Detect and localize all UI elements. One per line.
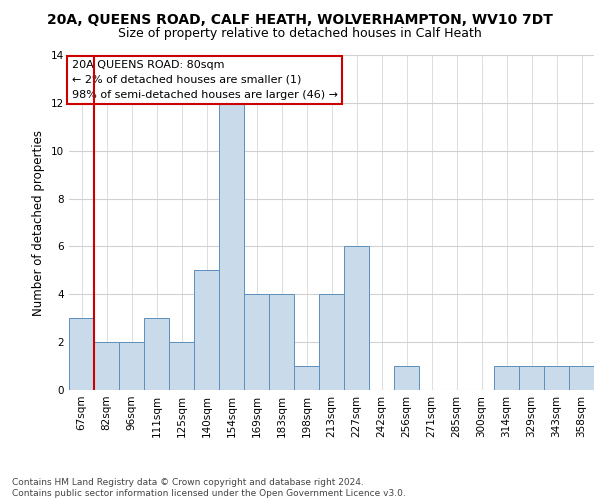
Bar [519,366,544,390]
Bar [494,366,519,390]
Text: 20A, QUEENS ROAD, CALF HEATH, WOLVERHAMPTON, WV10 7DT: 20A, QUEENS ROAD, CALF HEATH, WOLVERHAMP… [47,12,553,26]
Bar [194,270,219,390]
Text: Contains HM Land Registry data © Crown copyright and database right 2024.
Contai: Contains HM Land Registry data © Crown c… [12,478,406,498]
Bar [94,342,119,390]
Bar [569,366,594,390]
Bar [69,318,94,390]
Text: 20A QUEENS ROAD: 80sqm
← 2% of detached houses are smaller (1)
98% of semi-detac: 20A QUEENS ROAD: 80sqm ← 2% of detached … [71,60,338,100]
Bar [319,294,344,390]
Bar [269,294,294,390]
Bar [344,246,369,390]
Text: Size of property relative to detached houses in Calf Heath: Size of property relative to detached ho… [118,28,482,40]
Bar [169,342,194,390]
Bar [294,366,319,390]
Bar [394,366,419,390]
Bar [544,366,569,390]
Y-axis label: Number of detached properties: Number of detached properties [32,130,46,316]
Bar [144,318,169,390]
Bar [119,342,144,390]
Bar [244,294,269,390]
Bar [219,103,244,390]
